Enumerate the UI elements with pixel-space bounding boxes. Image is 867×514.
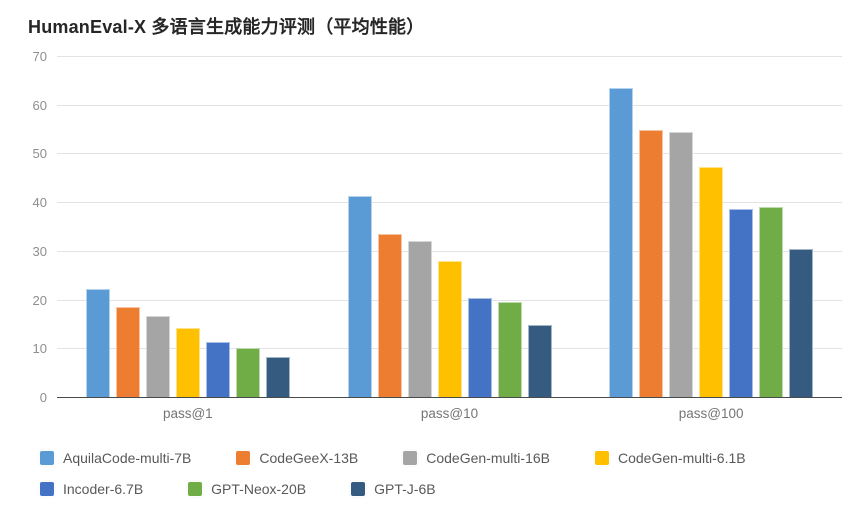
gridline-70 <box>57 56 842 57</box>
gridline-30 <box>57 250 842 252</box>
bar-group-pass@10 <box>347 195 552 397</box>
bar-CodeGen-multi-16B-pass@100[interactable] <box>669 132 694 397</box>
legend-swatch-icon <box>594 451 609 465</box>
plot-area <box>57 56 842 398</box>
legend-item-CodeGeeX-13B[interactable]: CodeGeeX-13B <box>236 448 358 468</box>
bar-group-pass@100 <box>609 87 814 397</box>
legend-swatch-icon <box>188 482 203 496</box>
bar-GPT-J-6B-pass@1[interactable] <box>265 357 290 397</box>
legend-item-CodeGen-multi-6.1B[interactable]: CodeGen-multi-6.1B <box>594 448 746 468</box>
legend: AquilaCode-multi-7B CodeGeeX-13B CodeGen-m… <box>40 448 840 499</box>
legend-swatch-icon <box>40 451 54 465</box>
legend-swatch-icon <box>40 482 54 496</box>
gridline-60 <box>57 104 842 106</box>
bar-AquilaCode-multi-7B-pass@1[interactable] <box>85 289 110 397</box>
legend-swatch-icon <box>403 451 418 465</box>
y-axis-tick-label: 70 <box>32 49 47 64</box>
bar-GPT-Neox-20B-pass@1[interactable] <box>235 348 260 397</box>
bar-Incoder-6.7B-pass@1[interactable] <box>205 341 230 397</box>
bar-CodeGen-multi-6.1B-pass@100[interactable] <box>699 166 724 397</box>
legend-item-GPT-J-6B[interactable]: GPT-J-6B <box>351 479 436 499</box>
legend-label: AquilaCode-multi-7B <box>63 450 192 466</box>
bar-CodeGeeX-13B-pass@10[interactable] <box>377 234 402 397</box>
legend-item-AquilaCode-multi-7B[interactable]: AquilaCode-multi-7B <box>40 448 191 468</box>
x-axis-line <box>57 397 842 398</box>
legend-label: GPT-J-6B <box>374 481 436 497</box>
legend-label: CodeGeeX-13B <box>259 450 359 466</box>
bar-AquilaCode-multi-7B-pass@10[interactable] <box>347 195 372 397</box>
gridline-40 <box>57 202 842 204</box>
bar-CodeGeeX-13B-pass@100[interactable] <box>639 130 664 397</box>
chart-title: HumanEval-X 多语言生成能力评测（平均性能） <box>28 17 425 37</box>
bar-CodeGeeX-13B-pass@1[interactable] <box>115 306 140 397</box>
y-axis-tick-label: 60 <box>32 97 47 113</box>
bar-AquilaCode-multi-7B-pass@100[interactable] <box>609 87 634 397</box>
y-axis-tick-label: 0 <box>39 390 47 405</box>
legend-swatch-icon <box>236 451 251 465</box>
legend-swatch-icon <box>351 482 366 496</box>
legend-label: CodeGen-multi-6.1B <box>617 450 746 466</box>
bar-Incoder-6.7B-pass@100[interactable] <box>729 209 754 397</box>
legend-item-Incoder-6.7B[interactable]: Incoder-6.7B <box>40 479 143 499</box>
legend-item-GPT-Neox-20B[interactable]: GPT-Neox-20B <box>188 479 306 499</box>
y-axis-tick-label: 50 <box>32 146 47 162</box>
bar-GPT-Neox-20B-pass@100[interactable] <box>759 206 784 397</box>
legend-item-CodeGen-multi-16B[interactable]: CodeGen-multi-16B <box>403 448 550 468</box>
y-axis-tick-label: 20 <box>32 292 47 308</box>
x-axis-label-pass@1: pass@1 <box>162 406 213 421</box>
legend-label: GPT-Neox-20B <box>211 481 307 497</box>
x-axis-label-pass@100: pass@100 <box>678 406 744 421</box>
bar-group-pass@1 <box>85 289 290 397</box>
bar-Incoder-6.7B-pass@10[interactable] <box>467 297 492 397</box>
legend-row: AquilaCode-multi-7B CodeGeeX-13B CodeGen-m… <box>40 448 840 468</box>
y-axis-tick-label: 30 <box>32 243 47 259</box>
y-axis-tick-label: 10 <box>32 341 47 357</box>
gridline-50 <box>57 153 842 155</box>
x-axis-label-pass@10: pass@10 <box>420 406 479 421</box>
legend-label: Incoder-6.7B <box>63 481 144 497</box>
legend-row: Incoder-6.7B GPT-Neox-20B GPT-J-6B <box>40 479 840 499</box>
bar-GPT-Neox-20B-pass@10[interactable] <box>497 301 522 397</box>
bar-CodeGen-multi-16B-pass@10[interactable] <box>407 240 432 397</box>
bar-CodeGen-multi-6.1B-pass@1[interactable] <box>175 327 200 397</box>
bar-GPT-J-6B-pass@100[interactable] <box>789 248 814 397</box>
legend-label: CodeGen-multi-16B <box>426 450 550 466</box>
bar-CodeGen-multi-16B-pass@1[interactable] <box>145 315 170 397</box>
bar-GPT-J-6B-pass@10[interactable] <box>527 325 552 397</box>
bar-CodeGen-multi-6.1B-pass@10[interactable] <box>437 260 462 397</box>
y-axis-tick-label: 40 <box>32 195 47 211</box>
